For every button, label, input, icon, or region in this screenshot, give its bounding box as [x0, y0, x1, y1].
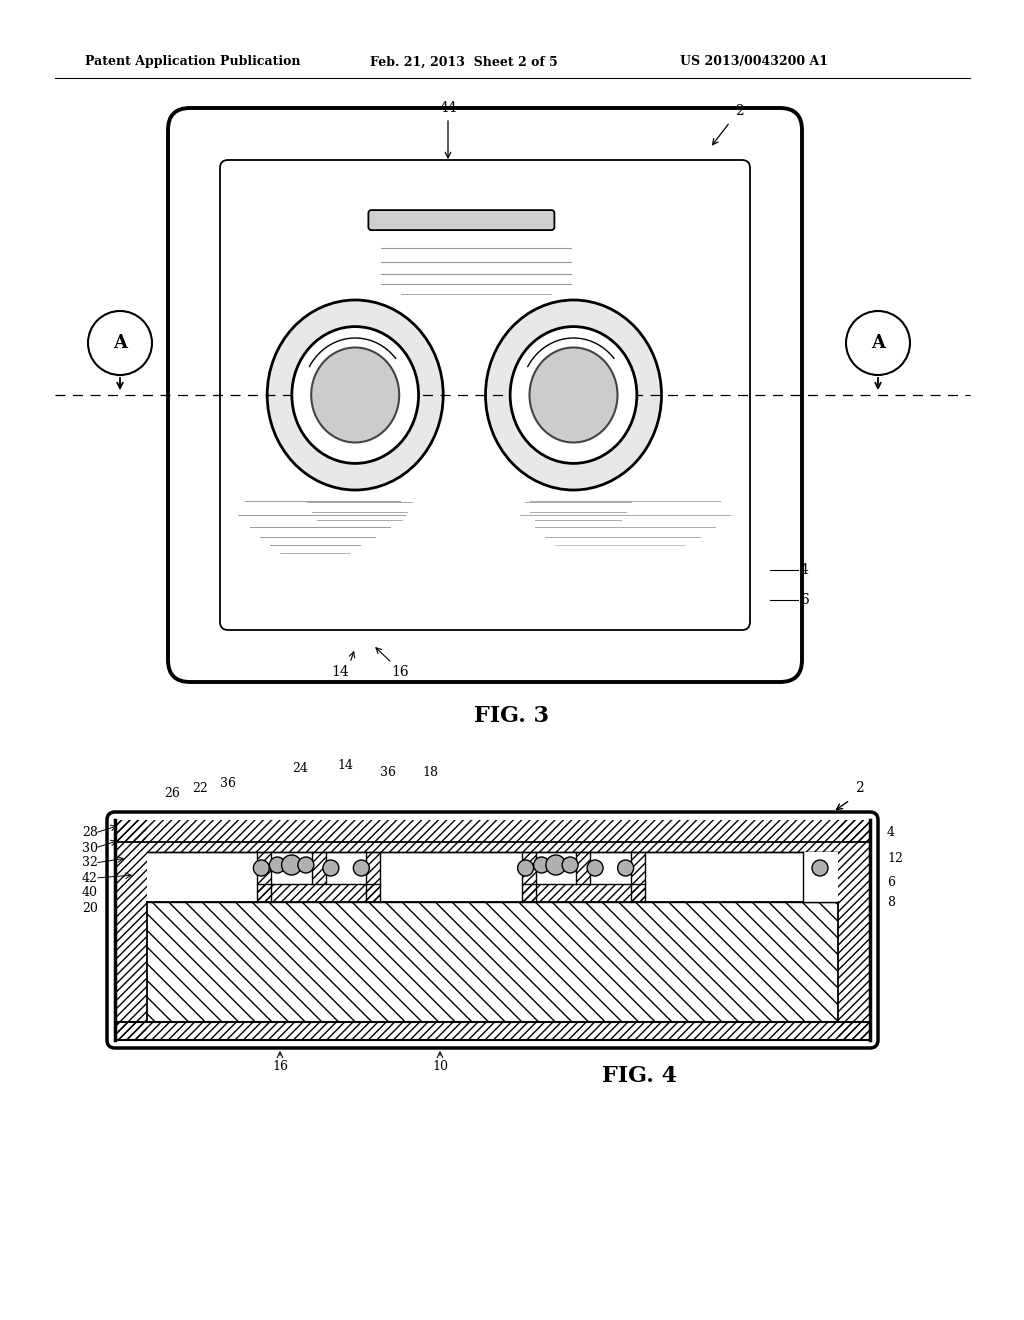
Text: 42: 42 [82, 871, 98, 884]
Text: 20: 20 [82, 902, 98, 915]
Text: 44: 44 [439, 102, 457, 115]
Text: 36: 36 [380, 766, 396, 779]
Text: 36: 36 [220, 777, 236, 789]
Text: 14: 14 [337, 759, 353, 772]
Ellipse shape [529, 347, 617, 442]
FancyBboxPatch shape [106, 812, 878, 1048]
Text: 24: 24 [292, 762, 308, 775]
Text: 2: 2 [855, 781, 864, 795]
Circle shape [298, 857, 313, 873]
Text: A: A [871, 334, 885, 352]
Text: Feb. 21, 2013  Sheet 2 of 5: Feb. 21, 2013 Sheet 2 of 5 [370, 55, 558, 69]
Circle shape [812, 861, 828, 876]
Bar [577, 851, 590, 884]
FancyBboxPatch shape [369, 210, 554, 230]
Ellipse shape [485, 300, 662, 490]
Text: 18: 18 [422, 766, 438, 779]
Bar [367, 851, 380, 902]
Text: FIG. 3: FIG. 3 [474, 705, 550, 727]
Text: 8: 8 [887, 896, 895, 909]
FancyBboxPatch shape [168, 108, 802, 682]
Circle shape [253, 861, 269, 876]
Text: 40: 40 [82, 887, 98, 899]
Ellipse shape [311, 347, 399, 442]
Text: 16: 16 [272, 1060, 288, 1073]
Circle shape [323, 861, 339, 876]
Text: 16: 16 [391, 665, 409, 678]
Text: 10: 10 [432, 1060, 449, 1073]
Text: 6: 6 [887, 876, 895, 890]
Ellipse shape [292, 326, 419, 463]
Text: 30: 30 [82, 842, 98, 854]
Circle shape [546, 855, 566, 875]
Ellipse shape [267, 300, 443, 490]
Text: 22: 22 [193, 781, 208, 795]
Circle shape [846, 312, 910, 375]
Text: 28: 28 [82, 826, 98, 840]
Circle shape [88, 312, 152, 375]
Bar [521, 851, 536, 902]
Bar [147, 842, 838, 851]
Text: 4: 4 [800, 564, 809, 577]
Bar [838, 820, 870, 1040]
Bar [631, 851, 644, 902]
Circle shape [353, 861, 370, 876]
Bar [115, 820, 870, 842]
Text: Patent Application Publication: Patent Application Publication [85, 55, 300, 69]
Circle shape [517, 861, 534, 876]
Bar [257, 884, 380, 902]
Circle shape [269, 857, 286, 873]
Text: 4: 4 [887, 826, 895, 840]
Bar [147, 902, 838, 1022]
Bar [312, 851, 326, 884]
Text: 14: 14 [331, 665, 349, 678]
Ellipse shape [510, 326, 637, 463]
Bar [115, 1022, 870, 1040]
Bar [803, 851, 838, 902]
Text: FIG. 4: FIG. 4 [602, 1065, 678, 1086]
Text: 6: 6 [800, 593, 809, 607]
Circle shape [282, 855, 302, 875]
Text: 2: 2 [735, 104, 743, 117]
Circle shape [617, 861, 634, 876]
Text: 32: 32 [82, 857, 98, 870]
Text: 12: 12 [887, 851, 903, 865]
Bar [115, 820, 147, 1040]
FancyBboxPatch shape [220, 160, 750, 630]
Circle shape [562, 857, 579, 873]
Text: A: A [113, 334, 127, 352]
Text: US 2013/0043200 A1: US 2013/0043200 A1 [680, 55, 828, 69]
Bar [257, 851, 271, 902]
Circle shape [534, 857, 550, 873]
Circle shape [587, 861, 603, 876]
Bar [521, 884, 644, 902]
Text: 26: 26 [164, 787, 180, 800]
